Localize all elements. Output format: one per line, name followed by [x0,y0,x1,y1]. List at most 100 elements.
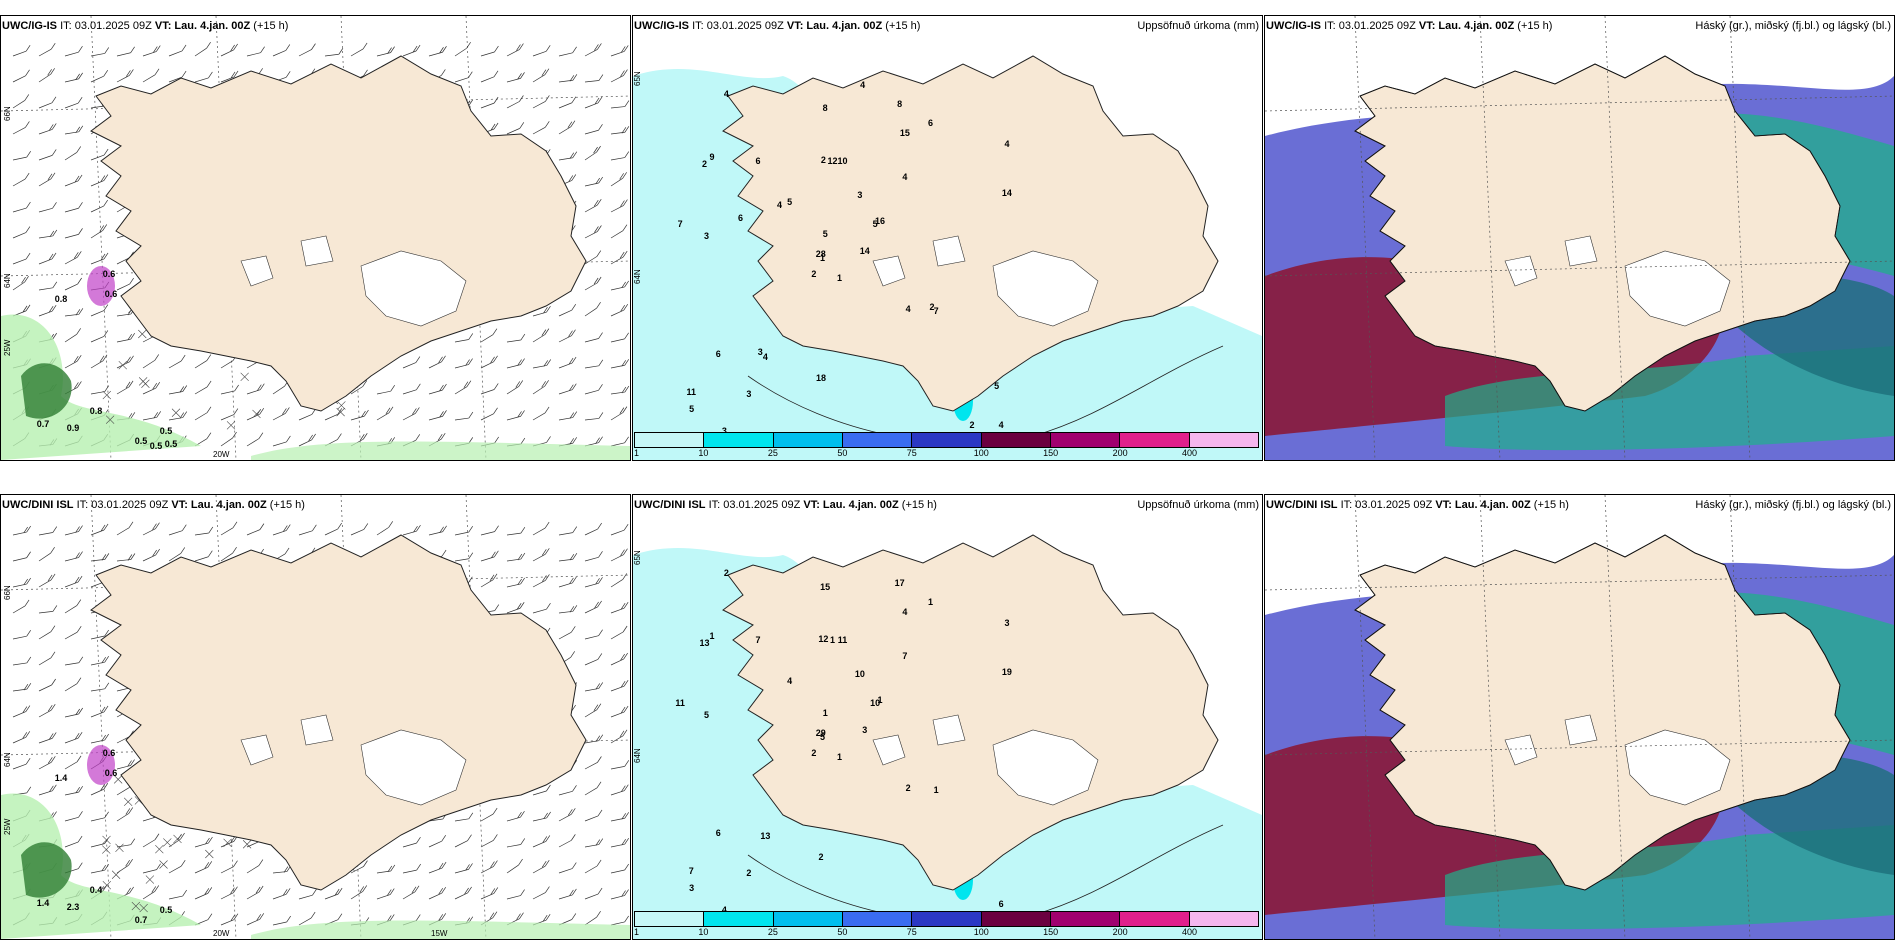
panel-top-left: UWC/IG-IS IT: 03.01.2025 09Z VT: Lau. 4.… [0,15,631,461]
accum-value-label: 29 [815,728,826,739]
colorbar-tick-label: 50 [837,927,848,937]
graticule [1265,16,1894,460]
valid-time: VT: Lau. 4.jan. 00Z [154,20,251,32]
colorbar-segment [1189,912,1258,926]
map-canvas [1265,495,1894,939]
colorbar-tick-label: 50 [837,448,848,458]
init-time: IT: 03.01.2025 09Z [60,20,152,32]
graticule [1265,495,1894,939]
precip-value-label: 0.8 [89,406,103,416]
accum-value-label: 1 [933,785,939,796]
accum-value-label: 11 [686,387,697,398]
colorbar-segment [981,433,1051,447]
glacier-3 [300,235,334,267]
colorbar-tick-label: 200 [1112,448,1128,458]
valid-time: VT: Lau. 4.jan. 00Z [803,499,899,511]
accum-value-label: 14 [1001,187,1012,198]
panel-bottom-middle: 1 10 25 50 75 100 150 200 400 UWC/DINI ISL IT: 03… [632,494,1263,940]
precip-value-label: 0.6 [104,768,118,778]
accum-value-label: 1 [837,272,843,283]
accum-value-label: 4 [721,904,727,915]
glacier-1 [1624,250,1731,327]
cloud-low-south [1445,346,1894,451]
accum-value-label: 6 [755,156,761,167]
colorbar-tick-label: 1 [634,448,640,458]
accum-value-label: 19 [1001,666,1012,677]
accum-value-label: 1 [829,634,835,645]
accum-value-label: 2 [811,269,817,280]
precip-value-label: 0.9 [66,423,80,433]
accum-value-label: 4 [902,172,908,183]
accum-value-label: 7 [688,866,694,877]
valid-time: VT: Lau. 4.jan. 00Z [786,20,883,32]
glacier-3 [1564,714,1598,746]
colorbar-tick-label: 100 [973,448,989,458]
accum-value-label: 3 [703,230,709,241]
latitude-label: 66N [3,106,12,121]
model-name: UWC/IG-IS [2,20,57,32]
longitude-label: 25W [3,339,12,356]
accum-value-label: 5 [820,732,826,743]
accum-value-label: 3 [862,725,868,736]
longitude-label: 15W [431,929,448,938]
map-canvas [633,55,1262,460]
accum-value-label: 2 [969,419,975,430]
colorbar-tick-label: 150 [1043,927,1059,937]
model-name: UWC/IG-IS [634,20,689,32]
accum-value-label: 4 [723,89,729,100]
precip-area-south [251,441,630,460]
colorbar-segment [1120,433,1190,447]
precip-value-label: 0.5 [134,436,148,446]
precip-value-label: 1.4 [36,898,50,908]
accum-value-label: 16 [875,215,886,226]
accum-value-label: 5 [689,404,695,415]
glacier-3 [1564,235,1598,267]
accum-value-label: 6 [715,349,721,360]
lead-time: (+15 h) [1517,20,1553,32]
precip-value-label: 1.4 [54,773,68,783]
accum-value-label: 7 [902,651,908,662]
accum-value-label: 15 [899,127,910,138]
lead-time: (+15 h) [901,499,937,511]
accum-value-label: 5 [787,197,793,208]
latitude-label: 64N [633,269,642,284]
init-time: IT: 03.01.2025 09Z [1340,499,1433,511]
accum-value-label: 4 [1004,139,1010,150]
map-canvas [633,534,1262,939]
accum-value-label: 2 [905,782,911,793]
model-name: UWC/DINI ISL [2,499,74,511]
panel-field-title: Háský (gr.), miðský (fj.bl.) og lágský (… [1695,499,1891,511]
panel-header: UWC/DINI ISL IT: 03.01.2025 09Z VT: Lau.… [1266,499,1569,511]
accum-value-label: 4 [998,420,1004,431]
colorbar [634,911,1259,927]
accum-value-label: 2 [811,748,817,759]
precip-cell-west [87,745,115,785]
accum-value-label: 10 [870,697,881,708]
glacier-2 [1504,255,1538,287]
precip-area-dark-green [21,363,72,419]
panel-bottom-left: UWC/DINI ISL IT: 03.01.2025 09Z VT: Lau.… [0,494,631,940]
accum-value-label: 1 [927,597,933,608]
lead-time: (+15 h) [1533,499,1569,511]
accum-value-label: 13 [699,637,710,648]
accum-value-label: 4 [905,303,911,314]
model-name: UWC/IG-IS [1266,20,1321,32]
panel-header: UWC/DINI ISL IT: 03.01.2025 09Z VT: Lau.… [634,499,937,511]
precip-value-label: 0.6 [104,289,118,299]
colorbar-tick-label: 75 [906,448,917,458]
accum-value-label: 1 [822,708,828,719]
precip-value-label: 0.5 [159,905,173,915]
precip-value-label: 0.7 [36,419,50,429]
colorbar-segment [704,433,774,447]
accum-value-label: 15 [820,582,831,593]
accum-value-label: 5 [703,709,709,720]
precip-value-label: 0.6 [102,748,116,758]
colorbar-tick-label: 75 [906,927,917,937]
accum-value-label: 4 [762,352,768,363]
accum-value-label: 3 [857,189,863,200]
accum-value-label: 18 [815,372,826,383]
precip-value-label: 0.6 [102,269,116,279]
lead-time: (+15 h) [269,499,305,511]
colorbar-tick-label: 25 [767,448,778,458]
accum-value-label: 5 [872,218,878,229]
